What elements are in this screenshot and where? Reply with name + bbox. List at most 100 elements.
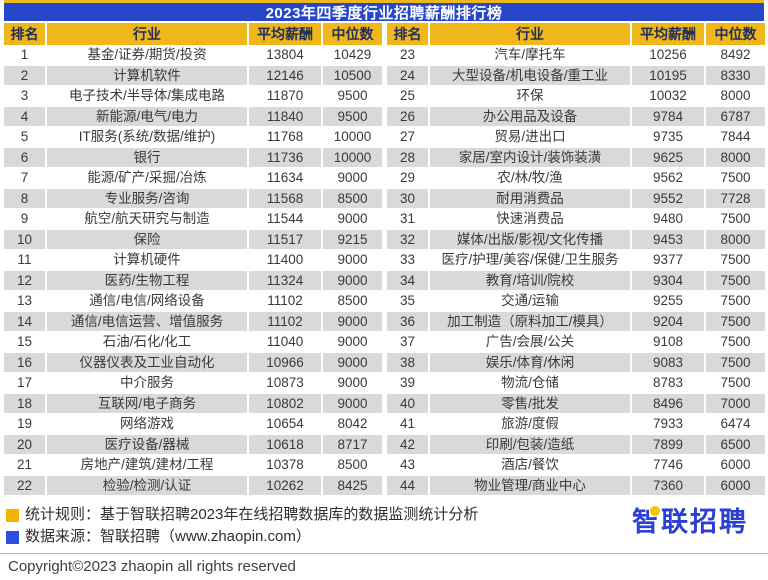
industry-cell: 耐用消费品 — [429, 188, 632, 209]
industry-cell: 农/林/牧/渔 — [429, 167, 632, 189]
column-header-rank: 排名 — [387, 23, 430, 45]
table-left: 排名 行业 平均薪酬 中位数 1 基金/证券/期货/投资 13804 10429 2 计算… — [4, 23, 382, 496]
median-cell: 9000 — [322, 393, 382, 414]
avg-salary-cell: 11840 — [248, 106, 323, 127]
table-row: 19 网络游戏 10654 8042 — [4, 413, 382, 435]
rank-cell: 43 — [387, 454, 430, 476]
rank-cell: 31 — [387, 208, 430, 230]
industry-cell: 计算机硬件 — [46, 249, 249, 271]
table-row: 35 交通/运输 9255 7500 — [387, 290, 765, 312]
rank-cell: 32 — [387, 229, 430, 250]
median-cell: 6500 — [705, 434, 765, 455]
table-row: 15 石油/石化/化工 11040 9000 — [4, 331, 382, 353]
stat-rule-note: 统计规则：基于智联招聘2023年在线招聘数据库的数据监测统计分析 — [6, 504, 768, 526]
industry-cell: 零售/批发 — [429, 393, 632, 414]
avg-salary-cell: 10873 — [248, 372, 323, 394]
median-cell: 8330 — [705, 65, 765, 86]
yellow-square-icon — [6, 508, 19, 522]
rank-cell: 24 — [387, 65, 430, 86]
table-row: 9 航空/航天研究与制造 11544 9000 — [4, 208, 382, 230]
table-row: 33 医疗/护理/美容/保健/卫生服务 9377 7500 — [387, 249, 765, 271]
table-row: 32 媒体/出版/影视/文化传播 9453 8000 — [387, 229, 765, 250]
avg-salary-cell: 9377 — [631, 249, 706, 271]
rank-cell: 5 — [4, 126, 47, 148]
median-cell: 7000 — [705, 393, 765, 414]
industry-cell: 办公用品及设备 — [429, 106, 632, 127]
column-header-median: 中位数 — [705, 23, 765, 45]
rank-cell: 22 — [4, 475, 47, 496]
avg-salary-cell: 8496 — [631, 393, 706, 414]
avg-salary-cell: 11400 — [248, 249, 323, 271]
rank-cell: 13 — [4, 290, 47, 312]
median-cell: 7500 — [705, 249, 765, 271]
table-row: 34 教育/培训/院校 9304 7500 — [387, 270, 765, 291]
column-header-avg-salary: 平均薪酬 — [248, 23, 323, 45]
rank-cell: 42 — [387, 434, 430, 455]
avg-salary-cell: 11568 — [248, 188, 323, 209]
rank-cell: 18 — [4, 393, 47, 414]
avg-salary-cell: 11102 — [248, 290, 323, 312]
rank-cell: 14 — [4, 311, 47, 332]
industry-cell: 银行 — [46, 147, 249, 168]
rank-cell: 3 — [4, 85, 47, 107]
rank-cell: 17 — [4, 372, 47, 394]
table-row: 3 电子技术/半导体/集成电路 11870 9500 — [4, 85, 382, 107]
table-row: 14 通信/电信运营、增值服务 11102 9000 — [4, 311, 382, 332]
avg-salary-cell: 9625 — [631, 147, 706, 168]
industry-cell: 新能源/电气/电力 — [46, 106, 249, 127]
table-row: 5 IT服务(系统/数据/维护) 11768 10000 — [4, 126, 382, 148]
median-cell: 8500 — [322, 454, 382, 476]
rank-cell: 2 — [4, 65, 47, 86]
industry-cell: 计算机软件 — [46, 65, 249, 86]
table-row: 11 计算机硬件 11400 9000 — [4, 249, 382, 271]
industry-cell: 旅游/度假 — [429, 413, 632, 435]
industry-cell: 物业管理/商业中心 — [429, 475, 632, 496]
median-cell: 8000 — [705, 85, 765, 107]
avg-salary-cell: 10618 — [248, 434, 323, 455]
avg-salary-cell: 11040 — [248, 331, 323, 353]
industry-cell: 媒体/出版/影视/文化传播 — [429, 229, 632, 250]
median-cell: 9000 — [322, 311, 382, 332]
avg-salary-cell: 11870 — [248, 85, 323, 107]
logo-sun-icon — [649, 505, 661, 517]
rank-cell: 16 — [4, 352, 47, 373]
median-cell: 7500 — [705, 311, 765, 332]
rank-cell: 34 — [387, 270, 430, 291]
avg-salary-cell: 13804 — [248, 45, 323, 66]
avg-salary-cell: 10262 — [248, 475, 323, 496]
median-cell: 7500 — [705, 270, 765, 291]
column-header-median: 中位数 — [322, 23, 382, 45]
avg-salary-cell: 7899 — [631, 434, 706, 455]
industry-cell: 医药/生物工程 — [46, 270, 249, 291]
rank-cell: 26 — [387, 106, 430, 127]
footer-notes: 统计规则：基于智联招聘2023年在线招聘数据库的数据监测统计分析 数据来源：智联… — [0, 496, 768, 548]
median-cell: 8500 — [322, 188, 382, 209]
table-row: 41 旅游/度假 7933 6474 — [387, 413, 765, 435]
industry-cell: 仪器仪表及工业自动化 — [46, 352, 249, 373]
median-cell: 10500 — [322, 65, 382, 86]
table-row: 37 广告/会展/公关 9108 7500 — [387, 331, 765, 353]
industry-cell: 石油/石化/化工 — [46, 331, 249, 353]
industry-cell: 基金/证券/期货/投资 — [46, 45, 249, 66]
rank-cell: 41 — [387, 413, 430, 435]
avg-salary-cell: 11517 — [248, 229, 323, 250]
rank-cell: 9 — [4, 208, 47, 230]
median-cell: 8717 — [322, 434, 382, 455]
avg-salary-cell: 8783 — [631, 372, 706, 394]
table-row: 17 中介服务 10873 9000 — [4, 372, 382, 394]
table-row: 2 计算机软件 12146 10500 — [4, 65, 382, 86]
avg-salary-cell: 11736 — [248, 147, 323, 168]
industry-cell: 互联网/电子商务 — [46, 393, 249, 414]
median-cell: 7500 — [705, 208, 765, 230]
median-cell: 9000 — [322, 249, 382, 271]
table-row: 36 加工制造（原料加工/模具） 9204 7500 — [387, 311, 765, 332]
avg-salary-cell: 9562 — [631, 167, 706, 189]
table-row: 28 家居/室内设计/装饰装潢 9625 8000 — [387, 147, 765, 168]
industry-cell: 大型设备/机电设备/重工业 — [429, 65, 632, 86]
rank-cell: 28 — [387, 147, 430, 168]
median-cell: 9500 — [322, 85, 382, 107]
industry-cell: 房地产/建筑/建材/工程 — [46, 454, 249, 476]
table-row: 22 检验/检测/认证 10262 8425 — [4, 475, 382, 496]
stat-rule-text: 统计规则：基于智联招聘2023年在线招聘数据库的数据监测统计分析 — [25, 506, 479, 523]
